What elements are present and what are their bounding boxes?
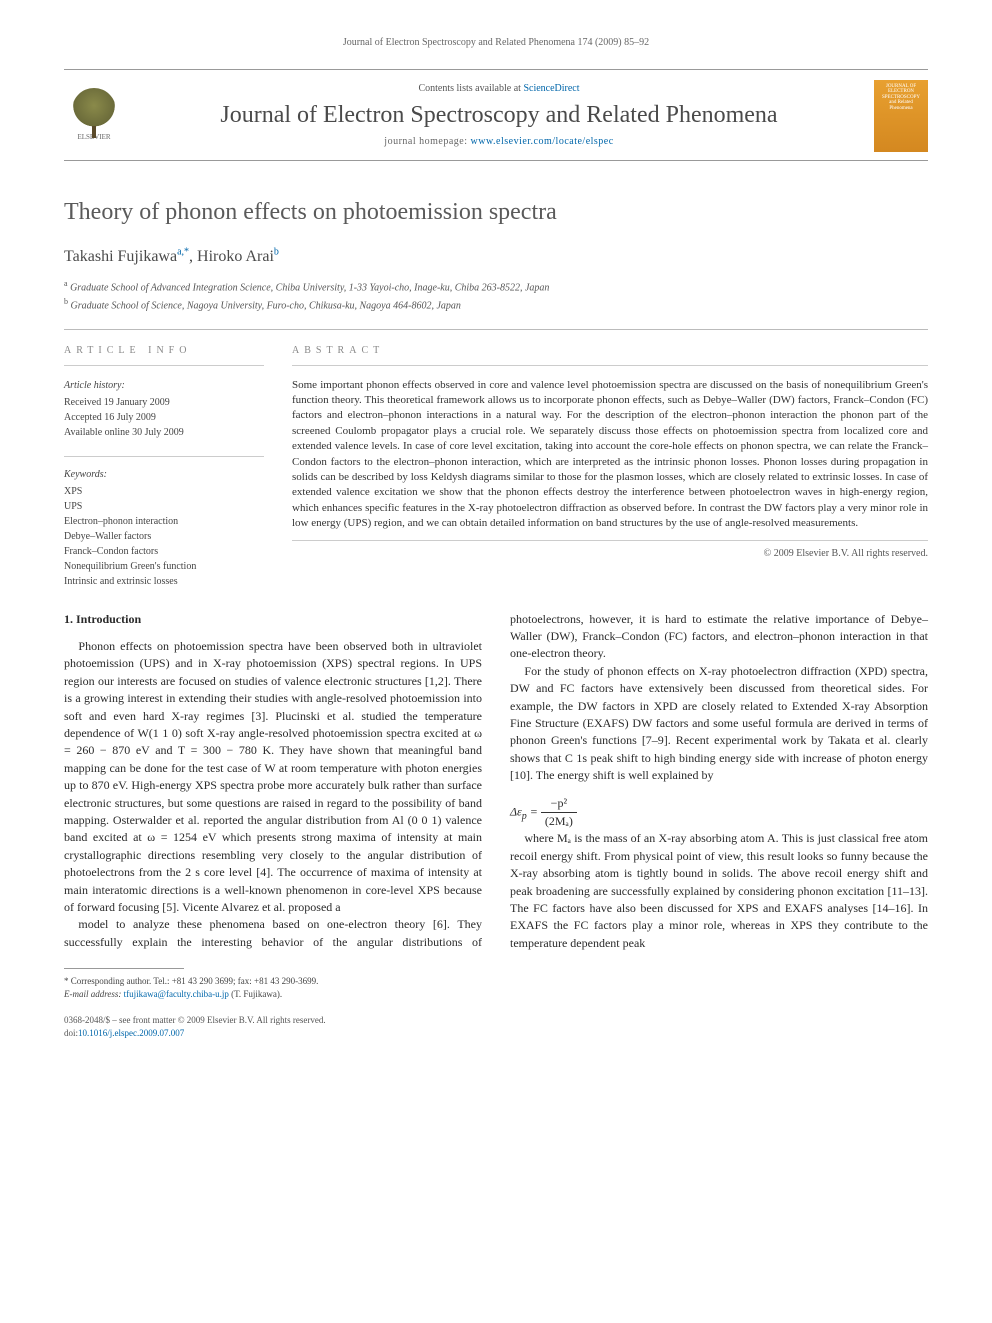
formula: Δεp = −p²(2Mₐ) (510, 795, 928, 831)
info-row: ARTICLE INFO Article history: Received 1… (64, 329, 928, 589)
abstract-text: Some important phonon effects observed i… (292, 378, 928, 541)
paragraph: For the study of phonon effects on X-ray… (510, 663, 928, 785)
abstract-label: ABSTRACT (292, 344, 928, 366)
history-item: Accepted 16 July 2009 (64, 410, 264, 425)
journal-title: Journal of Electron Spectroscopy and Rel… (140, 102, 858, 128)
keyword: Debye–Waller factors (64, 529, 264, 544)
article-info-column: ARTICLE INFO Article history: Received 1… (64, 344, 264, 589)
contents-line: Contents lists available at ScienceDirec… (140, 82, 858, 97)
history-item: Available online 30 July 2009 (64, 425, 264, 440)
email-line: E-mail address: tfujikawa@faculty.chiba-… (64, 988, 928, 1001)
history-item: Received 19 January 2009 (64, 395, 264, 410)
sciencedirect-link[interactable]: ScienceDirect (523, 83, 579, 94)
masthead: ELSEVIER Contents lists available at Sci… (64, 69, 928, 161)
keyword: Electron–phonon interaction (64, 514, 264, 529)
cover-thumb-text: JOURNAL OF ELECTRON SPECTROSCOPY and Rel… (878, 84, 924, 112)
corresponding-author: * Corresponding author. Tel.: +81 43 290… (64, 975, 928, 988)
cover-thumbnail: JOURNAL OF ELECTRON SPECTROSCOPY and Rel… (874, 80, 928, 152)
doi-link[interactable]: 10.1016/j.elspec.2009.07.007 (78, 1028, 184, 1038)
affiliations: a Graduate School of Advanced Integratio… (64, 278, 928, 313)
footnotes: * Corresponding author. Tel.: +81 43 290… (64, 975, 928, 1000)
formula-lhs: Δε (510, 804, 522, 818)
article-info-label: ARTICLE INFO (64, 344, 264, 366)
homepage-line: journal homepage: www.elsevier.com/locat… (140, 135, 858, 150)
formula-denominator: (2Mₐ) (541, 813, 577, 830)
formula-fraction: −p²(2Mₐ) (541, 795, 577, 831)
body-text: 1. Introduction Phonon effects on photoe… (64, 611, 928, 952)
section-heading: 1. Introduction (64, 611, 482, 628)
keyword: Nonequilibrium Green's function (64, 559, 264, 574)
elsevier-tree-icon (72, 88, 116, 132)
publisher-logo: ELSEVIER (64, 82, 124, 150)
keywords-label: Keywords: (64, 467, 264, 482)
abstract-column: ABSTRACT Some important phonon effects o… (292, 344, 928, 589)
contents-prefix: Contents lists available at (418, 83, 523, 94)
article-title: Theory of phonon effects on photoemissio… (64, 195, 928, 230)
keyword: XPS (64, 484, 264, 499)
footer: 0368-2048/$ – see front matter © 2009 El… (64, 1014, 928, 1040)
email-label: E-mail address: (64, 989, 121, 999)
doi-line: doi:10.1016/j.elspec.2009.07.007 (64, 1027, 326, 1040)
homepage-prefix: journal homepage: (384, 136, 470, 147)
masthead-center: Contents lists available at ScienceDirec… (140, 82, 858, 149)
footnote-separator (64, 968, 184, 969)
email-suffix: (T. Fujikawa). (231, 989, 282, 999)
divider (64, 456, 264, 457)
formula-eq: = (527, 804, 541, 818)
paragraph: Phonon effects on photoemission spectra … (64, 638, 482, 916)
page: Journal of Electron Spectroscopy and Rel… (0, 0, 992, 1080)
keywords-block: Keywords: XPS UPS Electron–phonon intera… (64, 467, 264, 589)
keyword: Intrinsic and extrinsic losses (64, 574, 264, 589)
authors: Takashi Fujikawaa,*, Hiroko Araib (64, 245, 928, 268)
formula-numerator: −p² (541, 795, 577, 813)
paragraph: where Mₐ is the mass of an X-ray absorbi… (510, 830, 928, 952)
homepage-link[interactable]: www.elsevier.com/locate/elspec (471, 136, 614, 147)
footer-left: 0368-2048/$ – see front matter © 2009 El… (64, 1014, 326, 1040)
copyright: © 2009 Elsevier B.V. All rights reserved… (292, 547, 928, 562)
issn-line: 0368-2048/$ – see front matter © 2009 El… (64, 1014, 326, 1027)
doi-prefix: doi: (64, 1028, 78, 1038)
keyword: Franck–Condon factors (64, 544, 264, 559)
email-link[interactable]: tfujikawa@faculty.chiba-u.jp (124, 989, 229, 999)
history-block: Article history: Received 19 January 200… (64, 378, 264, 440)
keyword: UPS (64, 499, 264, 514)
history-label: Article history: (64, 378, 264, 393)
running-head: Journal of Electron Spectroscopy and Rel… (64, 36, 928, 51)
